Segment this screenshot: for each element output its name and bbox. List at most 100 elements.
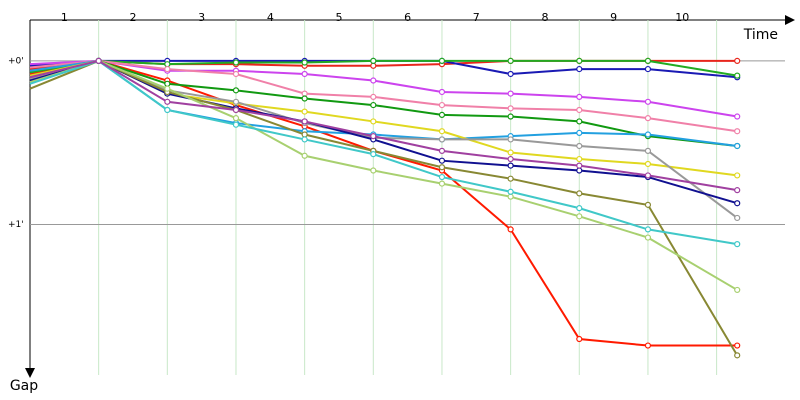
point xyxy=(576,129,583,136)
point xyxy=(507,193,514,200)
point xyxy=(576,57,583,64)
point xyxy=(576,65,583,73)
point xyxy=(507,226,514,233)
point xyxy=(644,201,652,208)
x-tick-label: 4 xyxy=(267,11,274,24)
y-tick-label: +0' xyxy=(8,56,24,66)
point xyxy=(644,172,652,179)
point xyxy=(438,101,446,109)
point xyxy=(164,106,171,114)
point xyxy=(370,62,377,69)
point xyxy=(507,70,514,78)
point xyxy=(164,65,171,73)
point xyxy=(232,98,240,105)
point xyxy=(576,118,583,125)
point xyxy=(438,111,446,118)
point xyxy=(644,147,652,154)
point xyxy=(438,147,446,154)
y-arrow xyxy=(25,368,35,378)
point xyxy=(370,133,377,140)
point xyxy=(576,335,583,343)
x-axis-title: Time xyxy=(743,27,778,43)
point xyxy=(301,108,308,115)
point xyxy=(734,172,741,179)
point xyxy=(644,226,652,233)
point xyxy=(232,121,240,128)
series-line xyxy=(29,59,738,347)
point xyxy=(370,57,377,64)
point xyxy=(507,155,514,163)
point xyxy=(576,106,583,114)
point xyxy=(576,205,583,212)
point xyxy=(507,136,514,143)
point xyxy=(232,106,240,114)
point xyxy=(301,90,308,97)
point xyxy=(232,115,240,122)
x-tick-label: 8 xyxy=(541,11,548,24)
point xyxy=(507,149,514,156)
point xyxy=(576,155,583,163)
x-tick-label: 10 xyxy=(675,11,689,24)
point xyxy=(438,128,446,135)
point xyxy=(95,57,102,64)
x-tick-label: 3 xyxy=(198,11,205,24)
x-tick-label: 2 xyxy=(129,11,136,24)
point xyxy=(301,95,308,102)
point xyxy=(734,187,741,194)
point xyxy=(734,113,741,120)
point xyxy=(301,59,308,66)
y-tick-label: +1' xyxy=(8,220,24,230)
point xyxy=(164,98,171,105)
point xyxy=(734,128,741,135)
point xyxy=(301,118,308,125)
x-tick-label: 6 xyxy=(404,11,411,24)
point xyxy=(232,87,240,94)
point xyxy=(644,342,652,349)
point xyxy=(232,59,240,66)
series-line xyxy=(29,59,738,219)
point xyxy=(734,286,741,294)
point xyxy=(507,90,514,97)
point xyxy=(734,142,741,150)
point xyxy=(576,167,583,174)
x-arrow xyxy=(785,15,795,25)
point xyxy=(644,57,652,64)
point xyxy=(507,105,514,112)
point xyxy=(164,85,171,92)
point xyxy=(576,93,583,100)
point xyxy=(734,241,741,248)
x-tick-label: 9 xyxy=(610,11,617,24)
point xyxy=(507,175,514,182)
point xyxy=(644,65,652,73)
point xyxy=(438,164,446,171)
point xyxy=(370,118,377,125)
x-tick-label: 1 xyxy=(61,11,68,24)
point xyxy=(576,213,583,220)
x-tick-label: 7 xyxy=(473,11,480,24)
point xyxy=(164,61,171,68)
point xyxy=(438,136,446,143)
series-line xyxy=(29,59,738,192)
point xyxy=(507,57,514,64)
point xyxy=(438,180,446,187)
point xyxy=(734,352,741,359)
point xyxy=(370,77,377,84)
point xyxy=(576,190,583,197)
point xyxy=(438,88,446,96)
point xyxy=(576,162,583,169)
point xyxy=(370,151,377,158)
point xyxy=(734,57,741,64)
point xyxy=(507,113,514,120)
point xyxy=(734,72,741,79)
y-axis-title: Gap xyxy=(10,378,38,394)
point xyxy=(301,131,308,138)
x-tick-label: 5 xyxy=(335,11,342,24)
point xyxy=(438,57,446,64)
point xyxy=(370,167,377,174)
point xyxy=(734,200,741,207)
point xyxy=(370,93,377,100)
point xyxy=(644,160,652,168)
point xyxy=(644,98,652,105)
point xyxy=(644,115,652,122)
